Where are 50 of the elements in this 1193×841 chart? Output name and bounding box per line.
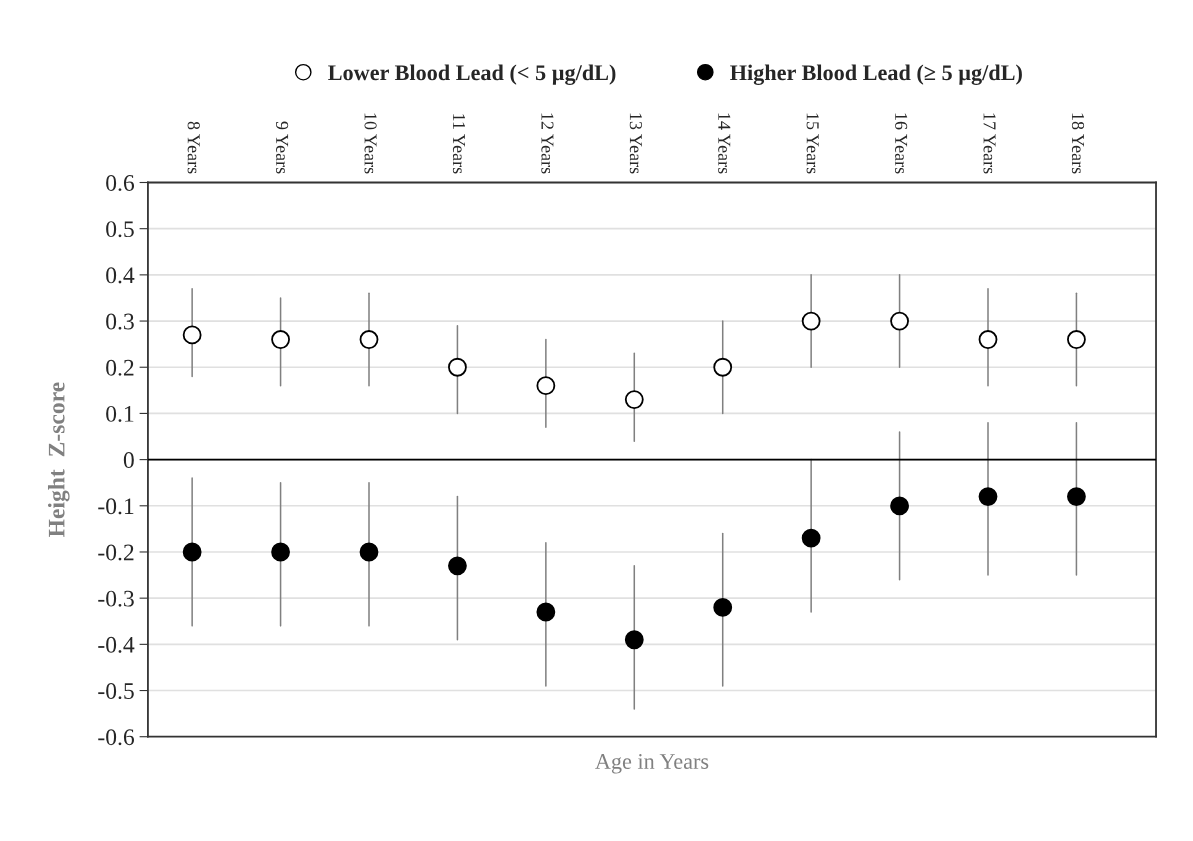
- point: [1067, 487, 1086, 506]
- x-tick-label: 10 Years: [364, 113, 377, 174]
- y-tick-label: -0.2: [98, 544, 134, 561]
- y-tick-label: -0.6: [98, 729, 135, 746]
- point: [536, 376, 556, 396]
- point: [624, 390, 644, 409]
- x-tick-label: 8 Years: [187, 121, 200, 174]
- x-tick-label: 11 Years: [452, 114, 466, 174]
- point: [359, 542, 379, 562]
- y-tick-label: -0.3: [98, 590, 134, 607]
- x-tick-label: 14 Years: [718, 113, 731, 174]
- y-tick-label: 0.3: [106, 313, 134, 330]
- point: [624, 630, 644, 650]
- x-tick-label: 9 Years: [276, 121, 289, 174]
- y-tick-label: 0.4: [106, 267, 135, 284]
- x-axis-title: Age in Years: [595, 754, 709, 774]
- y-tick-label: -0.4: [98, 636, 135, 653]
- point: [536, 602, 556, 622]
- y-tick-label: 0.1: [106, 405, 134, 422]
- point: [801, 528, 821, 548]
- y-axis-title: Height Z-score: [47, 382, 70, 538]
- point: [978, 330, 998, 349]
- y-tick-label: 0.6: [106, 174, 135, 192]
- point: [271, 542, 290, 562]
- y-tick-label: 0.2: [106, 359, 134, 376]
- point: [978, 487, 998, 506]
- x-tick-label: 17 Years: [983, 113, 996, 174]
- point: [182, 542, 202, 562]
- point: [271, 330, 290, 349]
- point: [713, 597, 733, 617]
- point: [801, 311, 821, 331]
- y-tick-label: -0.5: [98, 683, 134, 700]
- point: [448, 556, 467, 576]
- legend-label: Lower Blood Lead (< 5 µg/dL): [328, 64, 616, 85]
- x-tick-label: 16 Years: [895, 113, 908, 174]
- point: [182, 325, 202, 345]
- legend-label: Higher Blood Lead (≥ 5 µg/dL): [730, 64, 1022, 85]
- point: [713, 357, 733, 377]
- x-tick-label: 12 Years: [541, 113, 554, 174]
- point: [359, 330, 379, 349]
- x-tick-label: 18 Years: [1071, 113, 1085, 174]
- y-tick-label: -0.1: [98, 498, 134, 515]
- x-tick-label: 15 Years: [806, 113, 819, 174]
- point: [1067, 330, 1086, 349]
- point: [448, 357, 467, 377]
- point: [890, 311, 909, 331]
- y-tick-label: 0.5: [106, 221, 134, 238]
- point: [890, 496, 909, 516]
- y-tick-label: 0: [123, 452, 134, 469]
- x-tick-label: 13 Years: [629, 113, 642, 174]
